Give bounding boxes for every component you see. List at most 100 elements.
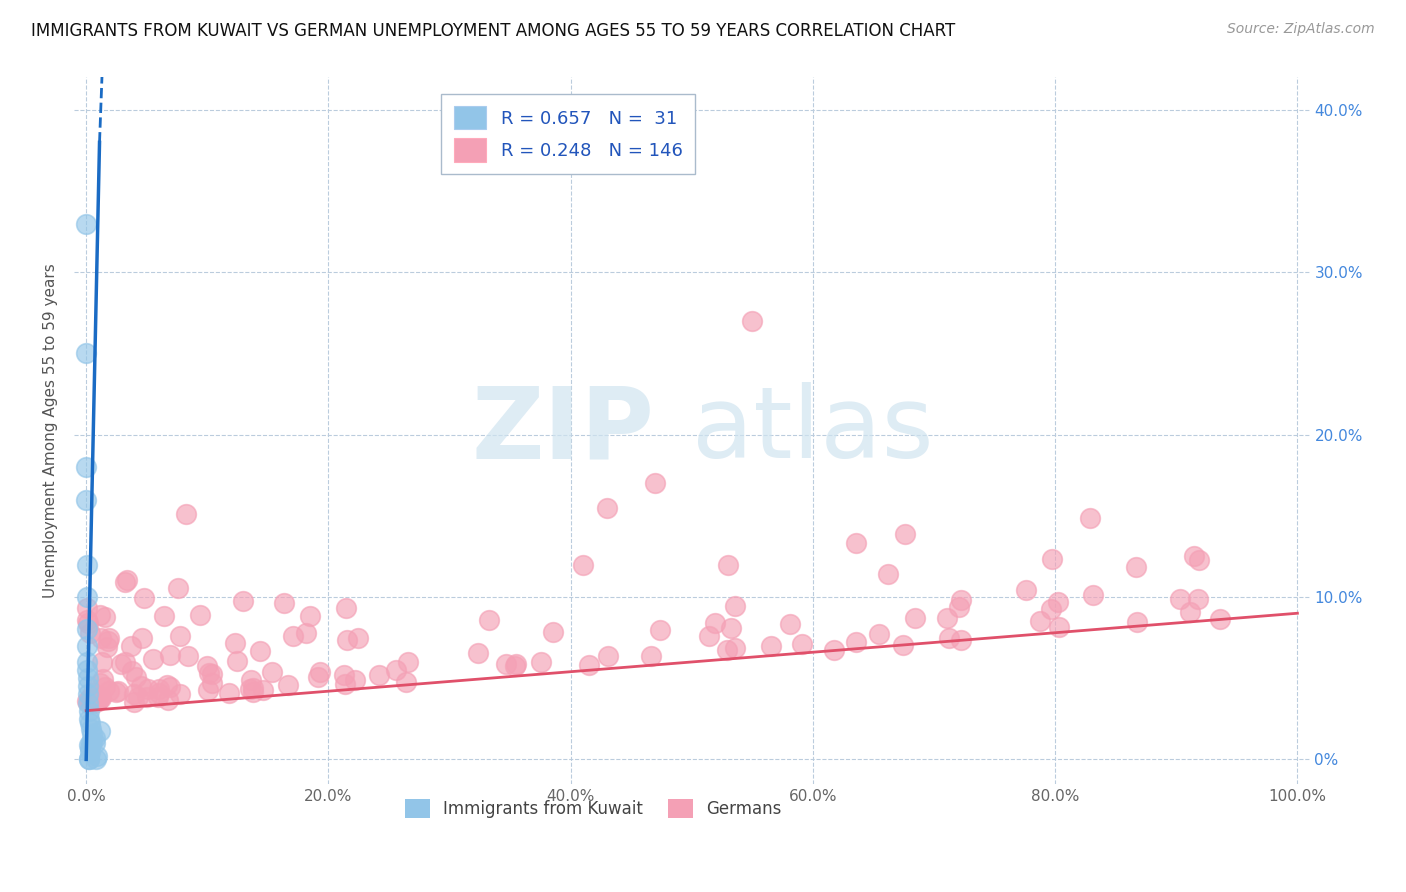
Point (77, 752, 100, 766)
Point (503, 658, 526, 673)
Point (495, 657, 517, 672)
Text: ZIP: ZIP (472, 382, 655, 479)
Point (249, 643, 271, 657)
Point (84, 752, 107, 766)
Point (125, 670, 148, 684)
Point (530, 655, 553, 669)
Point (938, 631, 960, 645)
Legend: Immigrants from Kuwait, Germans: Immigrants from Kuwait, Germans (398, 792, 789, 825)
Point (89, 723, 111, 738)
Point (298, 609, 321, 624)
Point (89, 608, 111, 623)
Point (80, 735, 103, 749)
Point (347, 631, 370, 645)
Point (77, 694, 100, 708)
Point (89, 689, 111, 703)
Point (232, 594, 254, 608)
Text: IMMIGRANTS FROM KUWAIT VS GERMAN UNEMPLOYMENT AMONG AGES 55 TO 59 YEARS CORRELAT: IMMIGRANTS FROM KUWAIT VS GERMAN UNEMPLO… (31, 22, 955, 40)
Point (77, 688, 100, 702)
Point (1125, 559, 1147, 574)
Point (295, 626, 318, 640)
Point (76, 616, 98, 631)
Point (1047, 620, 1070, 634)
Point (90, 691, 112, 706)
Point (936, 611, 959, 625)
Point (115, 573, 138, 587)
Point (76, 600, 98, 615)
Point (716, 642, 738, 657)
Point (650, 623, 672, 637)
Point (336, 632, 359, 647)
Point (1015, 582, 1038, 597)
Point (596, 648, 619, 663)
Point (169, 687, 191, 701)
Point (239, 673, 262, 687)
Point (252, 682, 274, 697)
Point (83, 696, 105, 710)
Point (84, 735, 107, 749)
Point (89, 691, 111, 706)
Point (169, 629, 191, 643)
Point (79, 626, 101, 640)
Point (876, 567, 898, 582)
Point (153, 609, 176, 624)
Point (76, 693, 98, 707)
Point (148, 681, 170, 696)
Point (198, 666, 221, 681)
Point (948, 600, 970, 615)
Point (159, 680, 181, 694)
Point (1168, 591, 1191, 606)
Point (120, 639, 142, 653)
Point (396, 655, 419, 669)
Point (82, 686, 104, 700)
Point (307, 670, 329, 684)
Point (148, 686, 170, 700)
Point (239, 681, 262, 696)
Point (644, 476, 666, 491)
Point (97, 634, 120, 648)
Point (110, 657, 132, 671)
Point (385, 663, 408, 677)
Point (79, 741, 101, 756)
Point (86, 748, 108, 763)
Y-axis label: Unemployment Among Ages 55 to 59 years: Unemployment Among Ages 55 to 59 years (44, 263, 58, 598)
Point (76, 590, 98, 604)
Text: Source: ZipAtlas.com: Source: ZipAtlas.com (1227, 22, 1375, 37)
Point (87, 694, 110, 708)
Point (146, 690, 169, 704)
Point (717, 558, 740, 572)
Point (868, 626, 890, 640)
Point (578, 657, 600, 672)
Point (1029, 614, 1052, 628)
Point (242, 681, 264, 695)
Point (82, 726, 104, 740)
Point (107, 683, 129, 698)
Point (273, 596, 295, 610)
Point (1178, 605, 1201, 619)
Point (77, 679, 100, 693)
Point (90, 655, 112, 669)
Point (277, 677, 299, 691)
Point (333, 668, 356, 682)
Point (823, 642, 845, 657)
Point (541, 624, 564, 639)
Point (131, 631, 153, 645)
Point (845, 635, 868, 649)
Point (195, 659, 218, 673)
Point (79, 715, 101, 730)
Point (1081, 588, 1104, 602)
Point (80, 735, 103, 749)
Point (77, 752, 100, 766)
Point (76, 613, 98, 627)
Point (76, 655, 98, 669)
Point (368, 668, 391, 682)
Point (1208, 612, 1230, 626)
Point (131, 679, 153, 693)
Point (75, 217, 97, 231)
Point (1046, 595, 1069, 609)
Point (720, 622, 742, 636)
Point (84, 731, 107, 746)
Point (1042, 552, 1064, 566)
Point (96, 640, 118, 654)
Point (891, 638, 914, 652)
